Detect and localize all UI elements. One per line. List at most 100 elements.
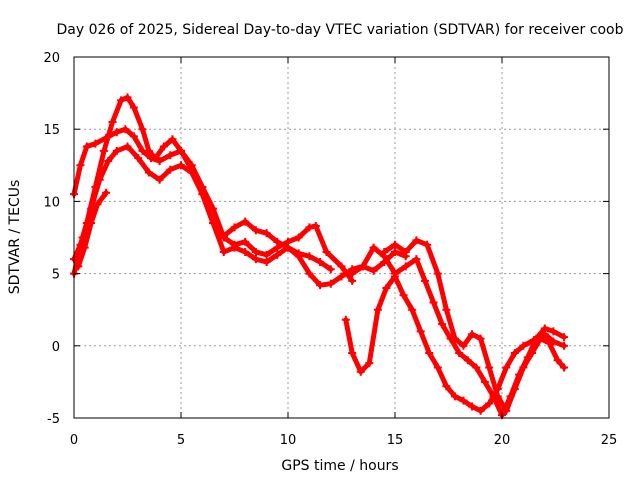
data-point: [560, 363, 569, 372]
data-point: [177, 146, 185, 155]
y-axis-title: SDTVAR / TECUs: [7, 180, 23, 295]
data-point: [168, 135, 177, 144]
data-point: [442, 305, 451, 314]
data-point: [284, 237, 292, 246]
data-point: [82, 142, 91, 151]
data-point: [129, 132, 138, 141]
data-point: [80, 243, 89, 252]
data-point: [380, 258, 389, 267]
x-tick-label: 10: [280, 433, 297, 448]
series-satellite-track-d: [74, 188, 111, 271]
x-tick-label: 25: [601, 433, 618, 448]
data-point: [401, 252, 410, 261]
data-point: [138, 146, 147, 155]
x-tick-label: 15: [387, 433, 404, 448]
data-point: [442, 382, 451, 391]
data-point: [104, 156, 113, 165]
data-point: [450, 334, 459, 343]
data-point: [408, 305, 417, 314]
data-point: [262, 258, 271, 267]
data-point: [480, 377, 489, 386]
data-point: [102, 188, 111, 197]
data-point: [166, 151, 175, 160]
data-point: [155, 175, 164, 184]
data-point: [322, 247, 331, 256]
data-point: [433, 269, 442, 278]
data-point: [391, 269, 399, 278]
data-point: [241, 237, 250, 246]
data-point: [502, 363, 511, 372]
data-point: [476, 334, 485, 343]
data-point: [399, 291, 408, 300]
data-point: [425, 349, 434, 358]
data-point: [294, 252, 303, 261]
series-satellite-track-g: [380, 236, 569, 415]
data-point: [532, 334, 541, 343]
data-point: [87, 219, 96, 228]
data-point: [78, 233, 87, 242]
data-point: [510, 349, 519, 358]
data-point: [502, 406, 511, 415]
data-point: [91, 139, 100, 148]
data-point: [485, 399, 494, 408]
data-point: [159, 142, 168, 151]
data-point: [527, 349, 536, 358]
data-point: [412, 255, 421, 264]
data-point: [198, 190, 207, 199]
data-point: [401, 262, 410, 271]
data-point: [273, 243, 282, 252]
data-point: [348, 276, 357, 285]
data-point: [219, 232, 228, 241]
data-point: [241, 217, 250, 226]
data-point: [144, 168, 153, 177]
data-point: [356, 367, 365, 376]
data-point: [76, 161, 85, 170]
data-point: [198, 182, 207, 191]
data-point: [311, 221, 320, 230]
data-point: [476, 406, 485, 415]
series-satellite-track-a: [70, 125, 357, 285]
data-point: [326, 265, 335, 274]
x-axis-title: GPS time / hours: [281, 458, 398, 474]
data-point: [560, 341, 569, 350]
data-point: [230, 223, 239, 232]
data-point: [337, 262, 346, 271]
data-point: [553, 356, 562, 365]
data-point: [219, 247, 228, 256]
data-point: [129, 103, 138, 112]
data-point: [241, 247, 250, 256]
data-point: [549, 327, 558, 336]
data-point: [108, 117, 117, 126]
data-point: [134, 154, 143, 163]
grid: [74, 57, 609, 418]
data-point: [519, 363, 528, 372]
data-point: [348, 349, 357, 358]
data-point: [450, 392, 459, 401]
data-point: [348, 265, 357, 274]
data-point: [468, 330, 477, 339]
data-point: [284, 243, 292, 252]
series-satellite-track-f: [348, 243, 569, 420]
data-point: [177, 161, 185, 170]
ticks: [73, 56, 610, 419]
data-point: [95, 175, 104, 184]
data-point: [391, 240, 399, 249]
data-point: [121, 125, 130, 134]
data-point: [305, 252, 314, 261]
data-point: [251, 255, 260, 264]
data-point: [341, 315, 350, 324]
x-tick-label: 5: [177, 433, 185, 448]
y-tick-label: 5: [52, 268, 60, 283]
series-line: [343, 274, 567, 414]
y-tick-label: 15: [43, 123, 60, 138]
data-point: [540, 324, 549, 333]
data-point: [549, 337, 558, 346]
data-point: [485, 363, 494, 372]
data-point: [438, 320, 447, 329]
data-point: [209, 204, 218, 213]
data-point: [472, 363, 481, 372]
data-point: [348, 269, 357, 278]
data-point: [433, 363, 442, 372]
data-point: [155, 156, 164, 165]
data-point: [273, 250, 282, 259]
